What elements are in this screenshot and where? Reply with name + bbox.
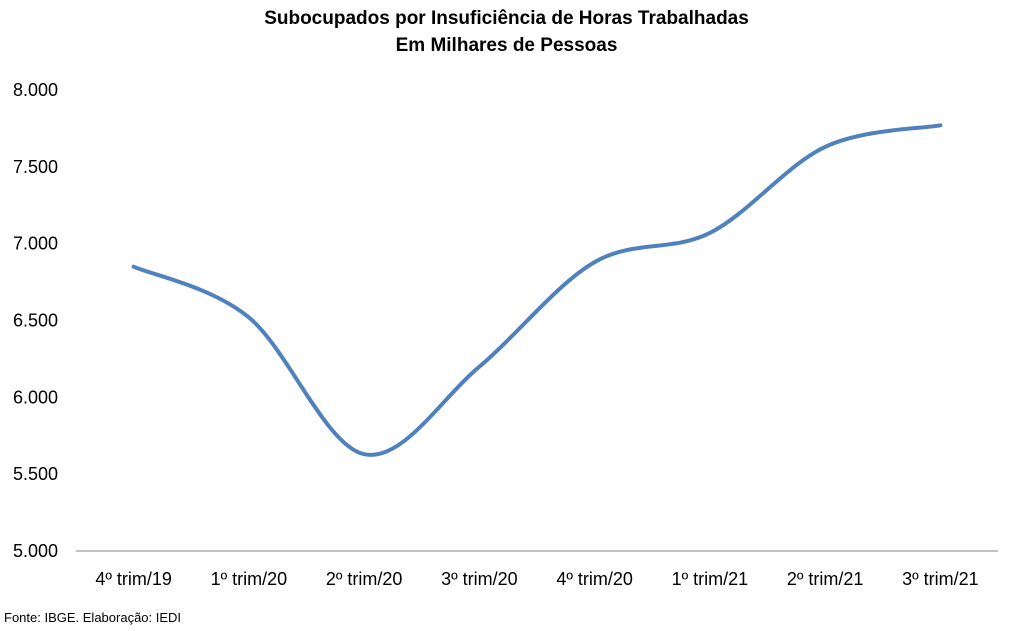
y-tick-label: 5.000 <box>13 541 58 561</box>
x-tick-label: 2º trim/21 <box>787 569 864 589</box>
x-tick-label: 1º trim/20 <box>211 569 288 589</box>
series-layer <box>131 123 943 457</box>
chart-title: Subocupados por Insuficiência de Horas T… <box>264 8 749 29</box>
y-axis: 5.000 5.500 6.000 6.500 7.000 7.500 8.000 <box>13 80 58 561</box>
y-tick-label: 7.500 <box>13 157 58 177</box>
y-tick-label: 8.000 <box>13 80 58 100</box>
y-tick-label: 7.000 <box>13 234 58 254</box>
y-tick-label: 5.500 <box>13 464 58 484</box>
x-tick-label: 4º trim/19 <box>95 569 172 589</box>
x-axis: 4º trim/19 1º trim/20 2º trim/20 3º trim/20… <box>76 550 998 589</box>
x-tick-label: 3º trim/20 <box>441 569 518 589</box>
x-tick-label: 1º trim/21 <box>672 569 749 589</box>
x-tick-label: 2º trim/20 <box>326 569 403 589</box>
x-tick-label: 3º trim/21 <box>902 569 979 589</box>
source-note: Fonte: IBGE. Elaboração: IEDI <box>4 610 182 625</box>
y-tick-label: 6.000 <box>13 387 58 407</box>
series-line <box>131 123 943 457</box>
y-tick-label: 6.500 <box>13 311 58 331</box>
x-tick-label: 4º trim/20 <box>556 569 633 589</box>
chart-subtitle: Em Milhares de Pessoas <box>395 35 618 56</box>
